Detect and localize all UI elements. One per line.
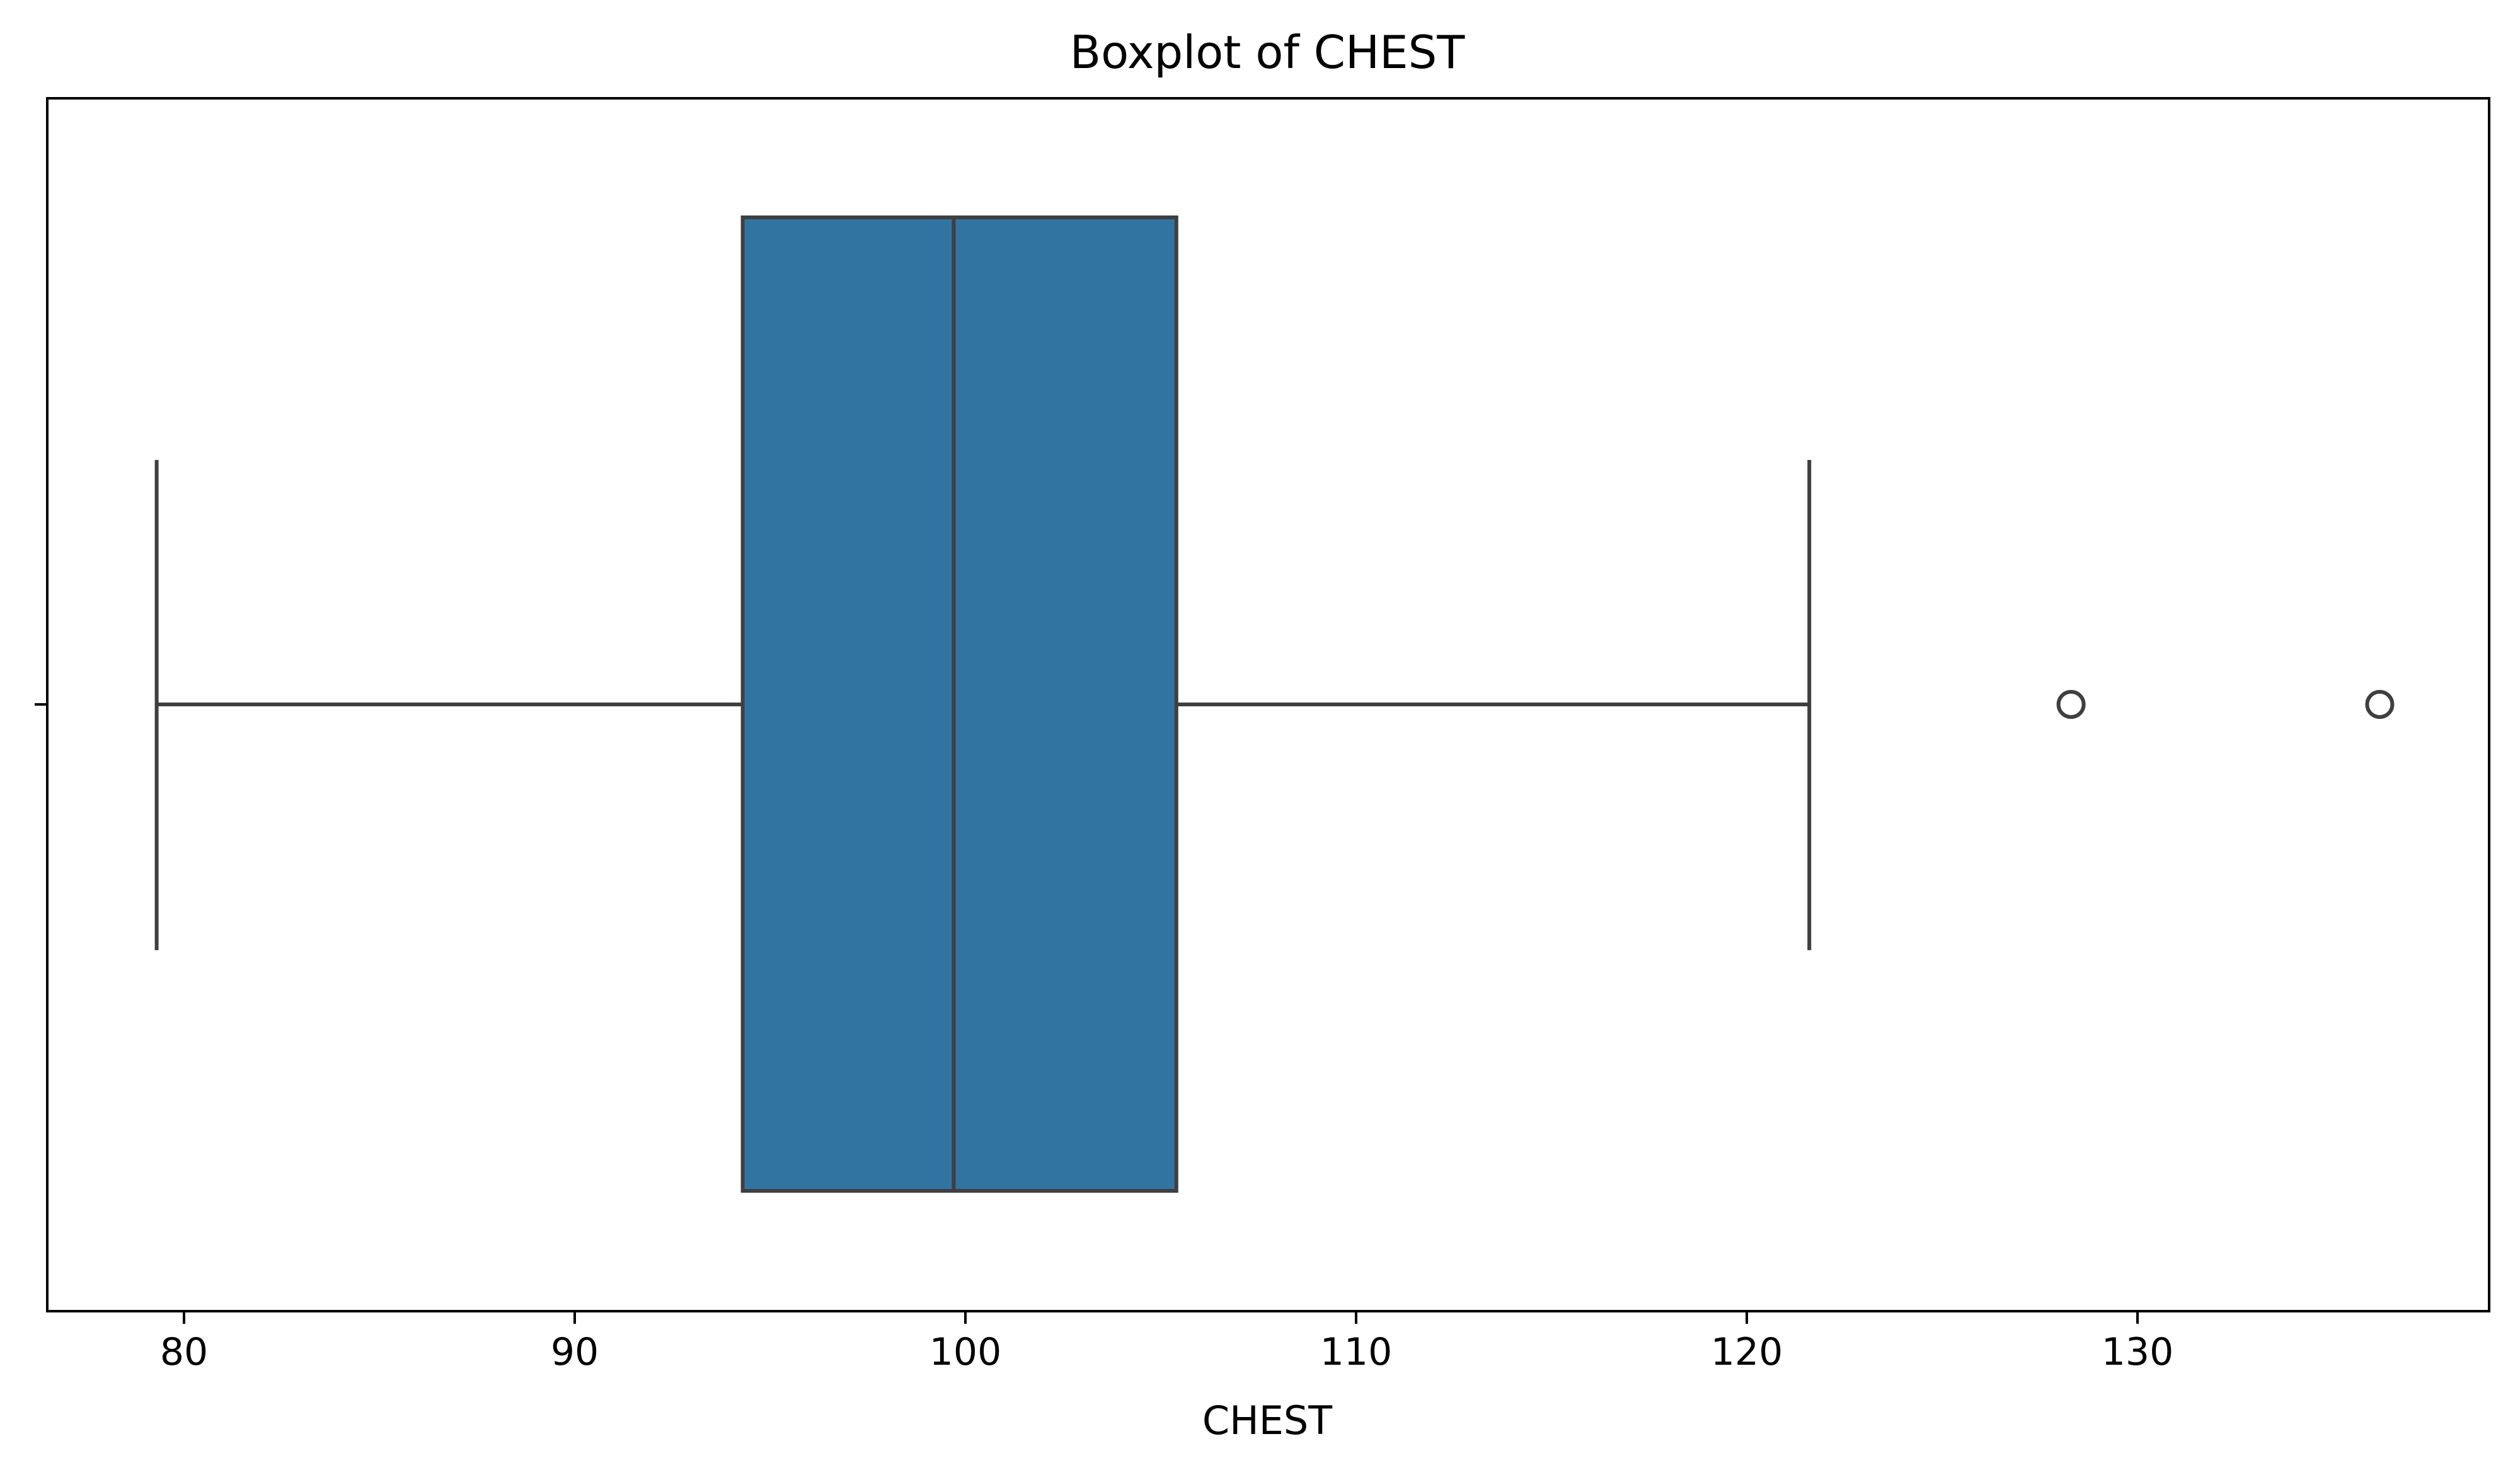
interquartile-box [740, 215, 1178, 1193]
x-tick-label: 100 [929, 1330, 1002, 1374]
x-axis-label: CHEST [1202, 1398, 1333, 1443]
outlier-point [2056, 690, 2086, 719]
x-tick-label: 130 [2102, 1330, 2174, 1374]
x-axis: 80 90 100 110 120 130 [160, 1311, 2173, 1374]
x-tick-label: 90 [551, 1330, 599, 1374]
x-tick-label: 80 [160, 1330, 208, 1374]
outlier-point [2365, 690, 2395, 719]
chart-title: Boxplot of CHEST [1070, 26, 1466, 79]
box-plot-series [154, 215, 2395, 1193]
x-tick-label: 110 [1320, 1330, 1393, 1374]
x-tick-label: 120 [1711, 1330, 1783, 1374]
